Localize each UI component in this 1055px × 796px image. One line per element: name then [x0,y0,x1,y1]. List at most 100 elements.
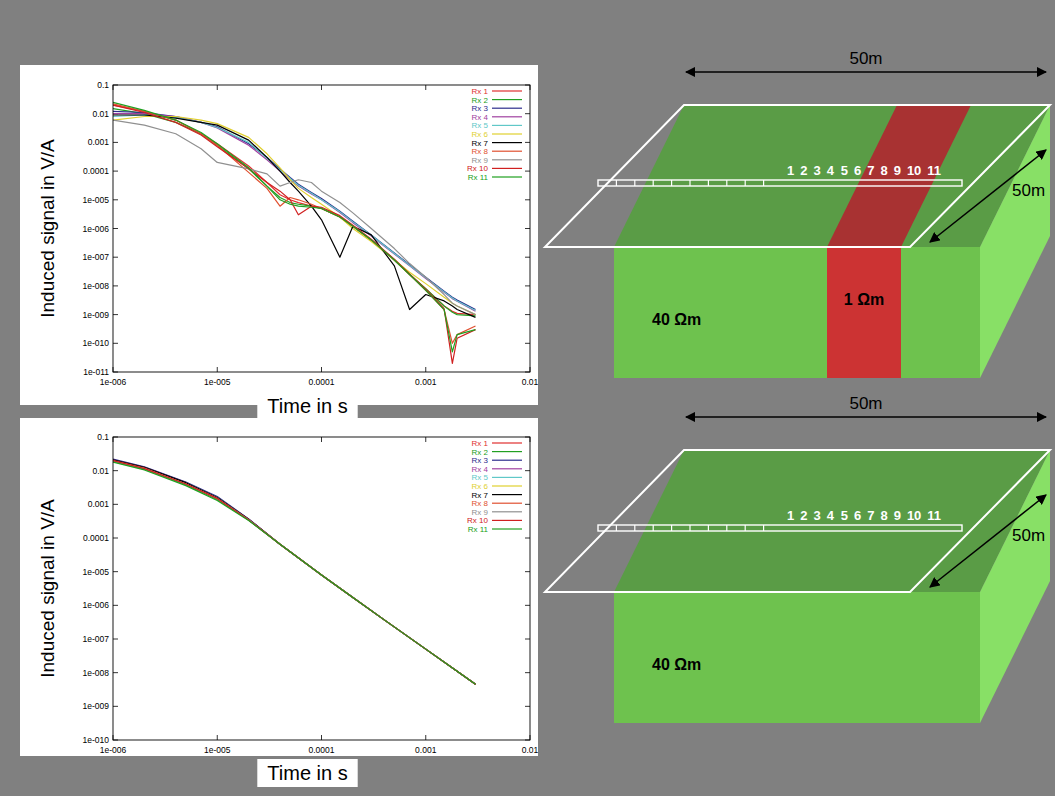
receiver-number: 9 [894,508,901,523]
y-title-box [34,131,60,326]
x-axis-title: Time in s [267,762,347,784]
y-tick-label: 1e-008 [83,281,110,291]
x-tick [217,437,218,442]
top-face [614,105,1050,247]
y-tick-label: 0.0001 [83,533,109,543]
legend-swatch [492,494,522,495]
legend-swatch [492,503,522,504]
legend-swatch [492,90,522,91]
x-tick [321,735,322,740]
depth-arrow [930,495,1046,587]
receiver-number: 7 [867,508,874,523]
legend-swatch [492,520,522,521]
x-tick-label: 0.01 [522,745,539,755]
series-line [113,461,475,685]
receiver-segment [616,525,617,531]
x-tick-label: 1e-005 [204,377,231,387]
x-tick-label: 0.0001 [309,377,335,387]
x-tick-label: 1e-006 [100,377,127,387]
receiver-segment [671,180,672,186]
y-tick-label: 1e-010 [83,338,110,348]
x-tick-label: 0.001 [415,377,437,387]
y-tick-label: 0.01 [92,466,109,476]
receiver-number: 8 [880,163,887,178]
legend-swatch [492,142,522,143]
y-tick [113,672,118,673]
y-tick [113,470,118,471]
x-tick-label: 0.001 [415,745,437,755]
y-tick-label: 1e-011 [83,367,109,377]
y-tick-label: 0.1 [97,432,109,442]
receiver-segment [745,180,746,186]
receiver-number: 4 [827,163,835,178]
x-title-box [257,392,357,420]
receiver-segment [763,525,764,531]
legend-swatch [492,511,522,512]
front-face [614,247,980,378]
y-tick [113,171,118,172]
transmitter-loop [545,105,1050,247]
y-tick-label: 1e-006 [83,600,110,610]
receiver-number: 6 [854,508,861,523]
legend-label: Rx 11 [468,525,489,534]
x-tick-label: 1e-006 [100,745,127,755]
receiver-number: 7 [867,163,874,178]
y-tick [525,257,530,258]
receiver-number: 10 [907,508,921,523]
y-tick-label: 1e-005 [83,567,110,577]
legend-swatch [492,99,522,100]
receiver-number: 4 [827,508,835,523]
y-axis-title: Induced signal in V/A [37,499,58,678]
legend-swatch [492,159,522,160]
series-line [113,461,475,685]
y-tick [113,605,118,606]
receiver-segment [708,525,709,531]
receiver-number: 3 [813,508,820,523]
y-tick [525,504,530,505]
x-tick [321,85,322,90]
x-tick [321,437,322,442]
y-tick [525,343,530,344]
legend-swatch [492,442,522,443]
transmitter-loop [545,450,1050,592]
legend: Rx 1Rx 2Rx 3Rx 4Rx 5Rx 6Rx 7Rx 8Rx 9Rx 1… [467,87,522,182]
depth-label: 50m [1012,526,1045,545]
receiver-number: 9 [894,163,901,178]
x-axis-title: Time in s [267,395,347,417]
legend-swatch [492,108,522,109]
legend-swatch [492,151,522,152]
x-tick [217,735,218,740]
figure: 1e-006 1e-005 0.0001 0.001 0.01 0.1 0.01 0.001 0… [0,0,1055,796]
right-face [980,105,1050,378]
y-tick [113,285,118,286]
y-tick [525,228,530,229]
y-tick-label: 0.0001 [83,166,109,176]
y-tick [525,171,530,172]
y-tick [525,672,530,673]
y-tick-label: 1e-009 [83,310,110,320]
y-tick [113,199,118,200]
chart-0: 1e-0061e-0050.00010.0010.010.10.010.0010… [20,65,539,420]
series-line [113,105,475,363]
receiver-number: 11 [927,508,941,523]
series-line [113,461,475,684]
y-tick-label: 1e-008 [83,668,110,678]
x-title-box [257,759,357,787]
receiver-segment [653,525,654,531]
receiver-number: 1 [787,163,794,178]
series-line [113,460,475,685]
conductor-front [827,247,901,378]
receiver-line [598,180,962,186]
receiver-segment [689,525,690,531]
receiver-number: 2 [800,163,807,178]
legend: Rx 1Rx 2Rx 3Rx 4Rx 5Rx 6Rx 7Rx 8Rx 9Rx 1… [467,439,522,534]
receiver-number: 8 [880,508,887,523]
x-tick [425,735,426,740]
y-tick-label: 0.001 [88,137,110,147]
series-line [113,115,475,317]
model-diagram-0: 1 Ωm123456789101140 Ωm50m50m [545,49,1050,378]
legend-swatch [492,168,522,169]
receiver-segment [671,525,672,531]
x-tick [321,367,322,372]
plot-frame [113,85,530,372]
